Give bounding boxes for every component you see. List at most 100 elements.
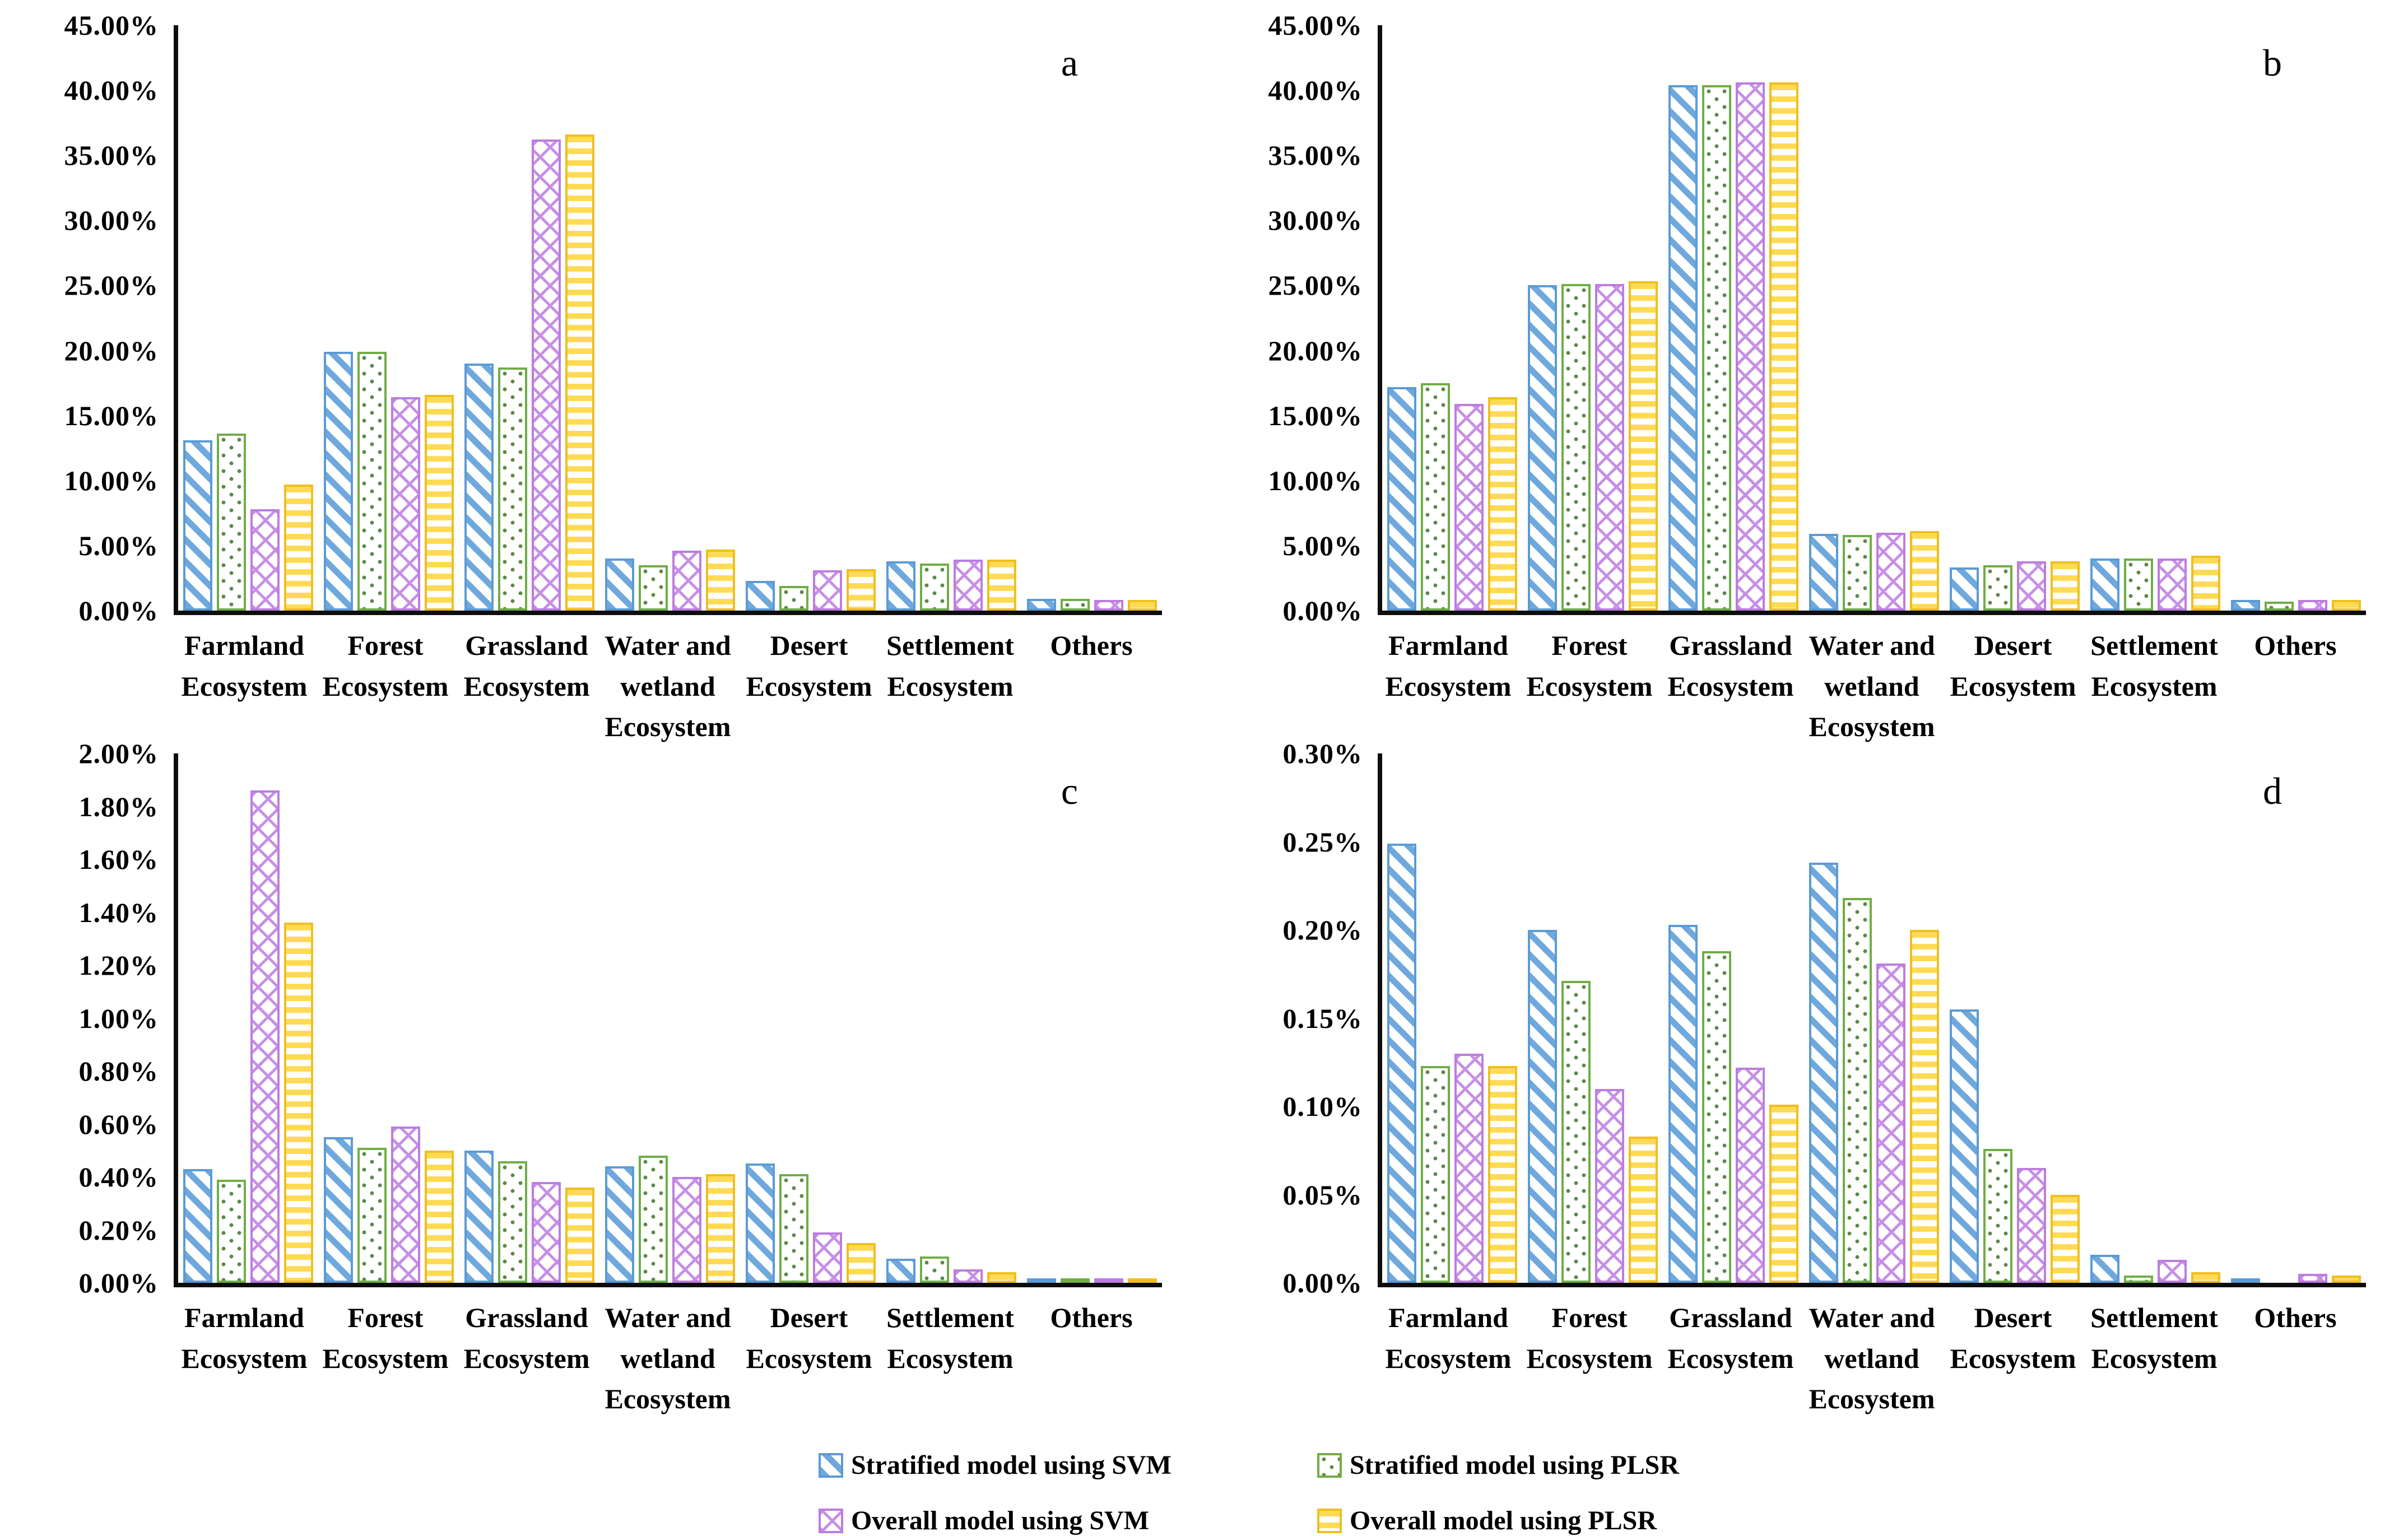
y-tick-label: 0.00% <box>1282 595 1363 626</box>
bar <box>1769 1104 1799 1283</box>
bar <box>1094 1278 1123 1283</box>
y-tick-label: 2.00% <box>78 738 159 769</box>
x-category-label: Others <box>2254 1302 2337 1333</box>
bar <box>532 139 561 611</box>
bar <box>565 134 595 611</box>
legend-swatch-overall-plsr <box>1317 1508 1342 1533</box>
bar-group <box>1523 930 1663 1283</box>
legend-item-stratified-plsr: Stratified model using PLSR <box>1317 1450 1679 1481</box>
legend-swatch-overall-svm <box>818 1508 843 1533</box>
bar-group <box>1944 1009 2085 1283</box>
bar-group <box>459 1150 600 1283</box>
bar <box>2123 558 2153 611</box>
x-category-label: Others <box>1050 630 1133 661</box>
x-axis: Farmland Ecosystem Forest Ecosystem Grassl… <box>1378 625 2366 747</box>
y-tick-label: 0.80% <box>78 1055 159 1087</box>
y-tick-label: 25.00% <box>1268 269 1363 301</box>
bar <box>1668 85 1698 611</box>
bar <box>886 1259 915 1283</box>
x-category-label: Grassland Ecosystem <box>463 1302 590 1374</box>
bar-group <box>1804 863 1945 1283</box>
y-tick-label: 20.00% <box>64 334 159 366</box>
bar-group <box>740 1163 881 1283</box>
bar-group <box>600 549 741 611</box>
y-tick-label: 45.00% <box>1268 10 1363 41</box>
x-category-label: Settlement Ecosystem <box>886 630 1014 702</box>
x-category-label: Desert Ecosystem <box>746 630 872 702</box>
bar <box>779 585 808 611</box>
bar <box>1702 951 1732 1283</box>
y-tick-label: 10.00% <box>1268 464 1363 496</box>
bar <box>2264 601 2294 611</box>
plot-area: a <box>174 25 1162 615</box>
bar <box>779 1174 808 1283</box>
y-tick-label: 0.25% <box>1282 826 1363 858</box>
bar <box>1387 387 1417 611</box>
plot-area: b <box>1378 25 2366 615</box>
y-tick-label: 0.00% <box>1282 1267 1363 1298</box>
y-tick-label: 40.00% <box>1268 75 1363 106</box>
bar <box>1528 930 1558 1283</box>
y-tick-label: 30.00% <box>64 204 159 236</box>
chart-panel-c: 2.00% 1.80% 1.60% 1.40% 1.20% 1.00% 0.80% 0.60%… <box>0 738 1204 1440</box>
bar <box>1488 397 1518 611</box>
bar <box>705 549 735 611</box>
bar <box>2298 1274 2327 1283</box>
y-tick-label: 15.00% <box>1268 399 1363 431</box>
bar <box>498 1161 528 1283</box>
bar <box>605 1166 634 1283</box>
bar <box>1454 403 1484 611</box>
bar <box>1387 843 1417 1283</box>
bar-groups <box>1382 753 2366 1283</box>
bar-group <box>459 134 600 611</box>
bar-group <box>1663 924 1804 1283</box>
x-category-label: Grassland Ecosystem <box>1667 1302 1794 1374</box>
bar <box>638 1156 668 1283</box>
y-tick-label: 25.00% <box>64 269 159 301</box>
bar <box>1809 863 1838 1283</box>
legend-item-overall-svm: Overall model using SVM <box>818 1505 1284 1536</box>
bar <box>672 1177 701 1283</box>
bar <box>1842 535 1872 611</box>
bar-group <box>740 569 881 611</box>
x-category-label: Forest Ecosystem <box>1526 1302 1653 1374</box>
bar-groups <box>178 25 1162 611</box>
bar <box>1668 924 1698 1283</box>
bar-group <box>1523 281 1663 611</box>
x-category-label: Desert Ecosystem <box>1950 1302 2076 1374</box>
bar <box>1421 383 1451 611</box>
x-category-label: Desert Ecosystem <box>1950 630 2076 702</box>
chart-legend: Stratified model using SVM Stratified mod… <box>818 1450 1679 1536</box>
bar <box>1769 82 1799 611</box>
chart-panel-b: 45.00% 40.00% 35.00% 30.00% 25.00% 20.00% 15.0… <box>1204 0 2408 745</box>
bar <box>1876 963 1905 1283</box>
bar <box>2191 556 2220 611</box>
x-category-label: Forest Ecosystem <box>322 630 449 702</box>
bar <box>2191 1272 2220 1283</box>
x-category-label: Others <box>1050 1302 1133 1333</box>
y-tick-label: 1.20% <box>78 949 159 981</box>
bar <box>1026 599 1056 611</box>
bar <box>987 1272 1016 1283</box>
bar <box>2298 600 2327 611</box>
chart-panel-d: 0.30% 0.25% 0.20% 0.15% 0.10% 0.05% 0.00% d Farm… <box>1204 738 2408 1440</box>
bar <box>953 1269 983 1283</box>
y-tick-label: 1.00% <box>78 1002 159 1034</box>
bar-group <box>178 790 319 1283</box>
bar-group <box>881 1256 1021 1283</box>
legend-label: Stratified model using SVM <box>850 1450 1172 1480</box>
bar <box>1454 1053 1484 1283</box>
bar <box>532 1182 561 1283</box>
bar <box>1809 534 1838 611</box>
bar-group <box>178 434 319 611</box>
bar <box>1909 930 1939 1283</box>
bar <box>2230 600 2260 611</box>
bar <box>919 1256 949 1283</box>
x-axis: Farmland Ecosystem Forest Ecosystem Grassl… <box>1378 1297 2366 1419</box>
bar <box>745 1163 775 1283</box>
bar-group <box>1021 599 1162 611</box>
bar-group <box>2225 600 2366 611</box>
bar <box>2016 561 2046 611</box>
x-category-label: Water and wetland Ecosystem <box>605 630 731 742</box>
